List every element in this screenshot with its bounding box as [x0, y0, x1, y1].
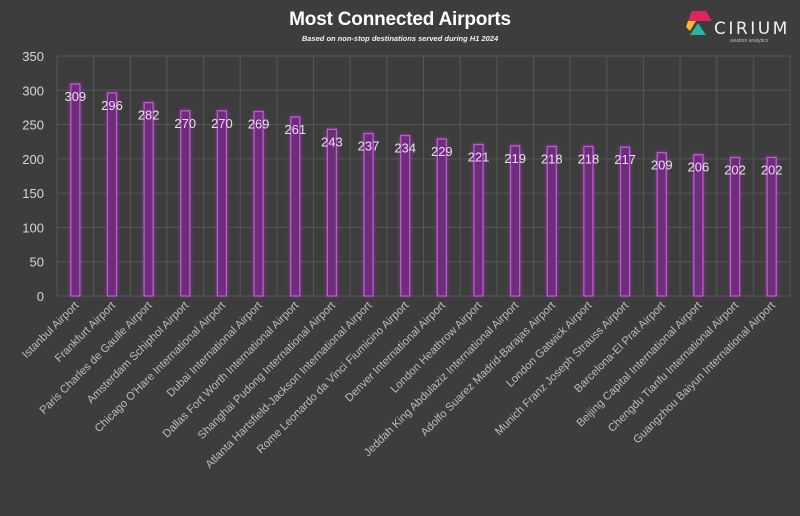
- bar: [70, 83, 81, 297]
- data-label: 217: [614, 152, 636, 167]
- data-label: 270: [211, 116, 233, 131]
- chart-gridlines: [56, 55, 791, 297]
- data-label: 282: [138, 108, 160, 123]
- bar: [583, 145, 594, 297]
- data-label: 202: [724, 162, 746, 177]
- bar: [619, 146, 631, 297]
- x-tick-label: Adolfo Suarez Madrid-Barajas Airport: [419, 299, 559, 439]
- bar: [510, 145, 521, 297]
- y-tick-label: 100: [22, 220, 44, 235]
- data-label: 309: [64, 89, 86, 104]
- bar: [473, 143, 484, 297]
- bar: [363, 132, 374, 297]
- x-tick-label: Shanghai Pudong International Airport: [196, 299, 339, 442]
- logo-yellow-shape: [686, 21, 696, 31]
- data-label: 206: [688, 160, 710, 175]
- data-label: 202: [761, 162, 783, 177]
- bar: [180, 110, 191, 297]
- data-label: 218: [578, 152, 600, 167]
- bars: [69, 83, 778, 297]
- bar: [290, 116, 301, 297]
- data-label: 237: [358, 138, 380, 153]
- data-label: 218: [541, 152, 563, 167]
- y-tick-label: 200: [22, 152, 44, 167]
- y-tick-label: 0: [37, 289, 44, 304]
- data-label: 234: [394, 141, 416, 156]
- bar: [326, 128, 337, 297]
- data-label: 229: [431, 144, 453, 159]
- logo-wordmark: CIRIUM: [714, 19, 790, 39]
- bar: [436, 138, 447, 297]
- data-label: 270: [174, 116, 196, 131]
- data-label: 209: [651, 158, 673, 173]
- y-tick-label: 350: [22, 49, 44, 64]
- y-tick-label: 150: [22, 186, 44, 201]
- x-tick-label: Munich Franz Joseph Strauss Airport: [493, 299, 632, 438]
- y-tick-label: 50: [30, 255, 44, 270]
- bar: [656, 152, 667, 297]
- y-tick-label: 300: [22, 83, 44, 98]
- logo-tagline: aviation analytics: [730, 38, 769, 44]
- cirium-logo-icon: [686, 11, 712, 35]
- bar: [546, 145, 557, 297]
- cirium-logo: CIRIUM aviation analytics: [684, 9, 796, 49]
- bar: [400, 134, 411, 297]
- bar: [729, 156, 741, 297]
- logo-teal-shape: [690, 23, 706, 35]
- chart-title: Most Connected Airports: [289, 9, 511, 30]
- bar: [766, 156, 777, 297]
- x-tick-label: Chengdu Tianfu International Airport: [606, 299, 742, 435]
- bar: [693, 154, 704, 297]
- y-axis: 0 50 100 150 200 250 300 350: [22, 49, 44, 304]
- bar: [216, 110, 228, 297]
- data-label: 243: [321, 134, 343, 149]
- data-label: 219: [504, 151, 526, 166]
- logo-red-shape: [688, 11, 712, 21]
- chart-subtitle: Based on non-stop destinations served du…: [301, 34, 499, 43]
- data-label: 221: [468, 149, 490, 164]
- data-label: 269: [248, 117, 270, 132]
- bar: [253, 110, 264, 297]
- data-label: 261: [284, 122, 306, 137]
- data-label: 296: [101, 98, 123, 113]
- bar: [143, 102, 154, 297]
- y-tick-label: 250: [22, 118, 44, 133]
- x-tick-label: Chicago O'Hare International Airport: [93, 299, 229, 435]
- data-labels: 309 296 282 270 270 269 261 243 237 234 229 221 219 2…: [64, 89, 782, 177]
- x-tick-label: Dallas Fort Worth International Airport: [161, 299, 302, 440]
- x-tick-label: Atlanta Hartsfield-Jackson International…: [203, 299, 375, 471]
- bar: [106, 92, 118, 297]
